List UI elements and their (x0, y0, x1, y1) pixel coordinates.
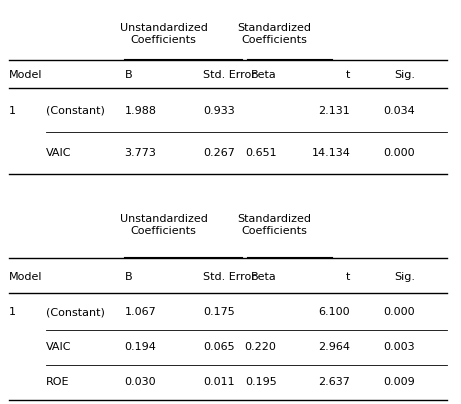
Text: Sig.: Sig. (394, 70, 415, 80)
Text: Unstandardized
Coefficients: Unstandardized Coefficients (120, 23, 207, 45)
Text: Standardized
Coefficients: Standardized Coefficients (237, 214, 311, 236)
Text: t: t (346, 272, 350, 282)
Text: Model: Model (9, 70, 43, 80)
Text: 0.009: 0.009 (383, 377, 415, 387)
Text: 0.267: 0.267 (203, 148, 235, 158)
Text: Std. Error: Std. Error (203, 70, 256, 80)
Text: 2.131: 2.131 (319, 106, 350, 116)
Text: 0.933: 0.933 (203, 106, 235, 116)
Text: 0.220: 0.220 (245, 343, 277, 352)
Text: Sig.: Sig. (394, 272, 415, 282)
Text: ROE: ROE (46, 377, 70, 387)
Text: 0.000: 0.000 (383, 148, 415, 158)
Text: 0.175: 0.175 (203, 307, 235, 318)
Text: B: B (124, 272, 132, 282)
Text: t: t (346, 70, 350, 80)
Text: 1.067: 1.067 (124, 307, 156, 318)
Text: Unstandardized
Coefficients: Unstandardized Coefficients (120, 214, 207, 236)
Text: 1: 1 (9, 106, 16, 116)
Text: 14.134: 14.134 (312, 148, 350, 158)
Text: 6.100: 6.100 (319, 307, 350, 318)
Text: VAIC: VAIC (46, 148, 71, 158)
Text: 0.000: 0.000 (383, 307, 415, 318)
Text: 3.773: 3.773 (124, 148, 156, 158)
Text: 1: 1 (9, 307, 16, 318)
Text: 0.011: 0.011 (203, 377, 235, 387)
Text: 0.030: 0.030 (124, 377, 156, 387)
Text: 0.651: 0.651 (245, 148, 277, 158)
Text: 0.065: 0.065 (203, 343, 235, 352)
Text: 0.034: 0.034 (383, 106, 415, 116)
Text: Standardized
Coefficients: Standardized Coefficients (237, 23, 311, 45)
Text: 1.988: 1.988 (124, 106, 156, 116)
Text: Beta: Beta (251, 70, 277, 80)
Text: (Constant): (Constant) (46, 106, 105, 116)
Text: B: B (124, 70, 132, 80)
Text: Beta: Beta (251, 272, 277, 282)
Text: Model: Model (9, 272, 43, 282)
Text: 2.964: 2.964 (319, 343, 350, 352)
Text: 2.637: 2.637 (319, 377, 350, 387)
Text: 0.194: 0.194 (124, 343, 156, 352)
Text: Std. Error: Std. Error (203, 272, 256, 282)
Text: 0.195: 0.195 (245, 377, 277, 387)
Text: (Constant): (Constant) (46, 307, 105, 318)
Text: VAIC: VAIC (46, 343, 71, 352)
Text: 0.003: 0.003 (383, 343, 415, 352)
